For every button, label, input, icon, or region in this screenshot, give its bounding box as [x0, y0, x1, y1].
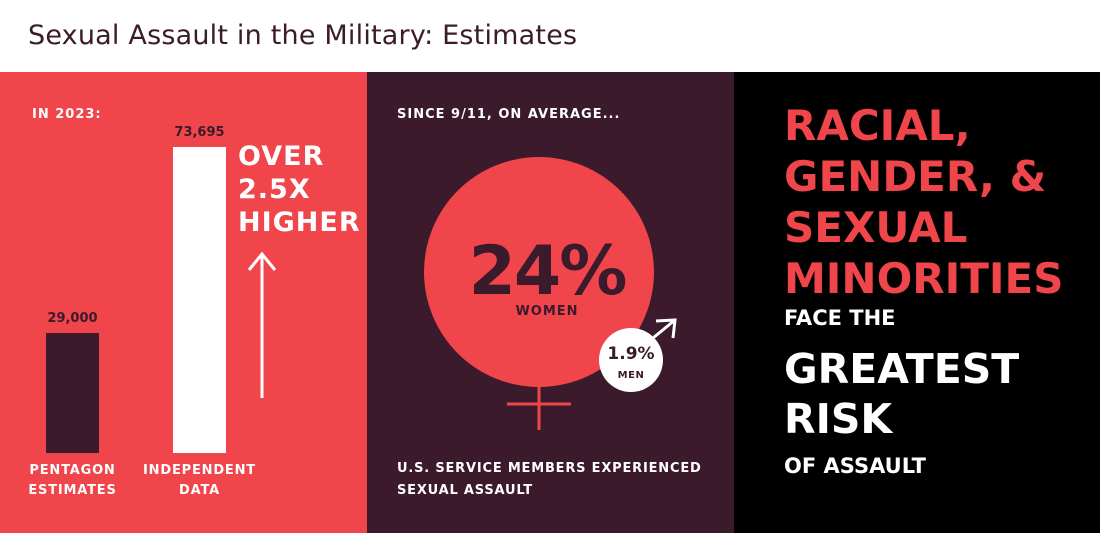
of-assault-text: OF ASSAULT — [784, 454, 926, 478]
minorities-headline: RACIAL, GENDER, & SEXUAL MINORITIES — [784, 101, 1064, 303]
bar-value-label: 73,695 — [174, 125, 225, 140]
women-percentage: 24% — [468, 232, 628, 311]
bar-pentagon-estimates — [46, 333, 99, 453]
callout-line: OVER — [238, 141, 325, 172]
category-label-pentagon: PENTAGON ESTIMATES — [28, 463, 117, 498]
bar-independent-data — [173, 147, 226, 453]
page-title: Sexual Assault in the Military: Estimate… — [28, 20, 578, 51]
face-the-text: FACE THE — [784, 306, 896, 330]
callout-line: 2.5X — [238, 174, 311, 205]
bar-chart-panel: IN 2023: 29,000 73,695 PENTAGON ESTIMATE… — [0, 72, 367, 533]
callout-line: HIGHER — [238, 207, 361, 238]
comparison-callout: OVER 2.5X HIGHER — [238, 140, 361, 239]
venus-symbol-icon — [424, 157, 677, 430]
up-arrow-icon — [247, 251, 277, 398]
women-label: WOMEN — [515, 304, 579, 319]
bar-value-label: 29,000 — [47, 311, 98, 326]
category-label-independent: INDEPENDENT DATA — [143, 463, 256, 498]
statistics-panel: SINCE 9/11, ON AVERAGE... 24% WOMEN 1.9%… — [367, 72, 734, 533]
chart-header: IN 2023: — [32, 107, 102, 122]
men-label: MEN — [617, 370, 645, 381]
mars-symbol-icon — [599, 318, 677, 392]
stats-footnote: U.S. SERVICE MEMBERS EXPERIENCED SEXUAL … — [397, 461, 702, 498]
stats-header: SINCE 9/11, ON AVERAGE... — [397, 107, 621, 122]
headline-panel: RACIAL, GENDER, & SEXUAL MINORITIES FACE… — [734, 72, 1100, 533]
greatest-risk-text: GREATEST RISK — [784, 345, 1020, 443]
men-percentage: 1.9% — [607, 344, 655, 364]
